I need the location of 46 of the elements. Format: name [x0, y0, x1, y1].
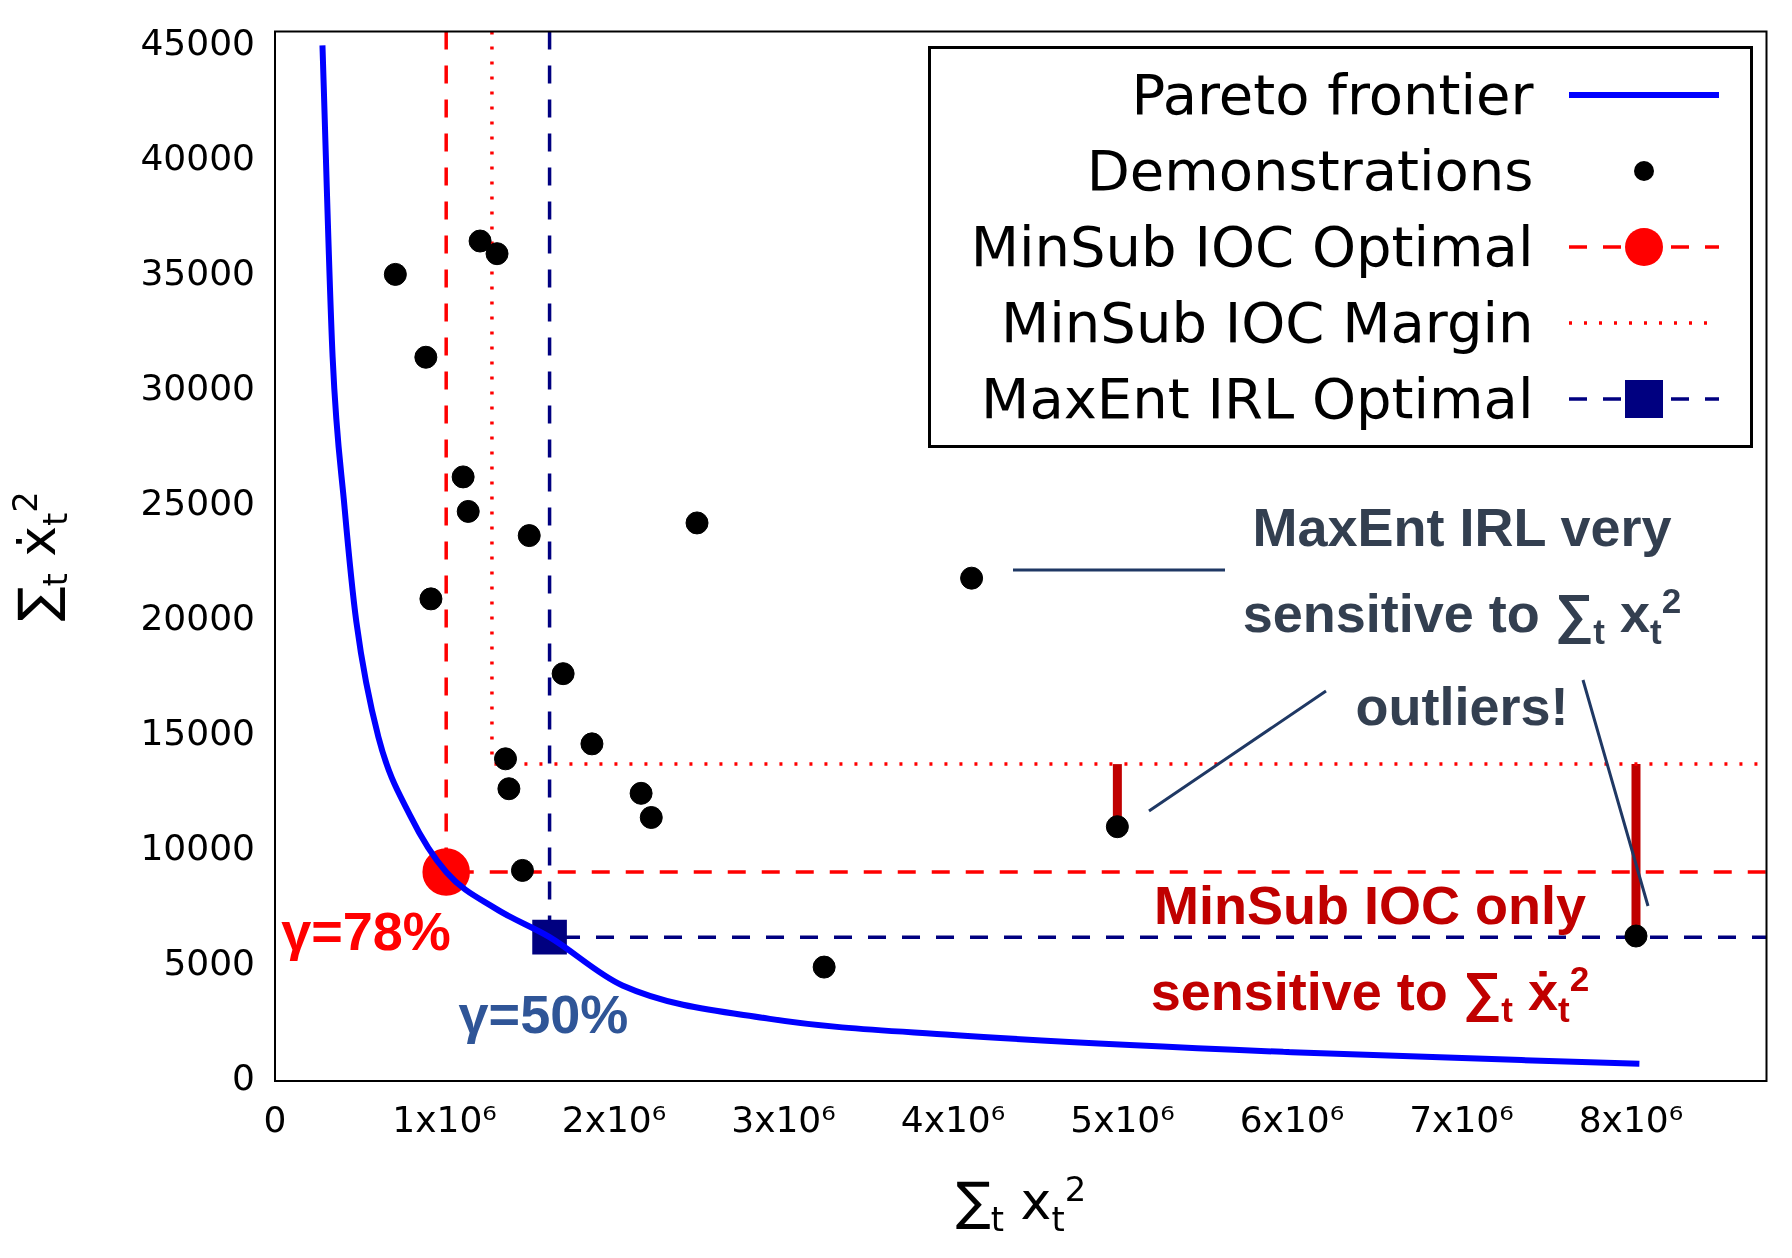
point [639, 806, 663, 829]
point [685, 511, 709, 535]
x-tick-label: 7x10⁶ [1409, 1098, 1514, 1140]
x-tick-label: 2x10⁶ [561, 1098, 667, 1140]
x-tick-label: 1x10⁶ [392, 1098, 497, 1140]
point [510, 858, 534, 882]
point [629, 781, 653, 805]
y-tick-label: 35000 [140, 251, 255, 293]
x-tick-label: 8x10⁶ [1578, 1098, 1684, 1140]
legend-label: Pareto frontier [1131, 62, 1534, 128]
x-tick-label: 4x10⁶ [900, 1098, 1006, 1140]
legend-label: MinSub IOC Optimal [970, 214, 1534, 280]
y-tick-label: 0 [232, 1057, 255, 1099]
point [451, 465, 475, 489]
point [494, 747, 518, 771]
y-tick-label: 20000 [140, 597, 255, 639]
y-tick-label: 10000 [140, 827, 255, 869]
point [1624, 924, 1648, 948]
y-tick-label: 45000 [140, 21, 255, 63]
x-tick-label: 3x10⁶ [731, 1098, 836, 1140]
y-tick-label: 40000 [140, 136, 255, 178]
point [456, 499, 480, 523]
point [517, 524, 541, 548]
y-tick-label: 30000 [140, 366, 255, 408]
point [551, 662, 575, 686]
point [419, 587, 443, 611]
point [812, 955, 836, 979]
point [960, 566, 984, 590]
point [414, 345, 438, 369]
y-tick-label: 5000 [163, 942, 255, 984]
y-tick-label: 15000 [140, 712, 255, 754]
annotation: γ=78% [281, 900, 451, 964]
x-tick-label: 5x10⁶ [1070, 1098, 1175, 1140]
point [580, 732, 604, 756]
legend-label: Demonstrations [1086, 138, 1534, 204]
y-tick-label: 25000 [140, 482, 255, 524]
point [383, 262, 407, 286]
annotation: γ=50% [458, 983, 629, 1047]
point [485, 242, 509, 266]
x-tick-label: 6x10⁶ [1239, 1098, 1345, 1140]
point [468, 229, 492, 253]
legend-label: MinSub IOC Margin [1000, 290, 1534, 356]
x-tick-label: 0 [263, 1098, 287, 1140]
legend-label: MaxEnt IRL Optimal [981, 366, 1534, 432]
point [1105, 815, 1129, 839]
point [497, 777, 521, 801]
